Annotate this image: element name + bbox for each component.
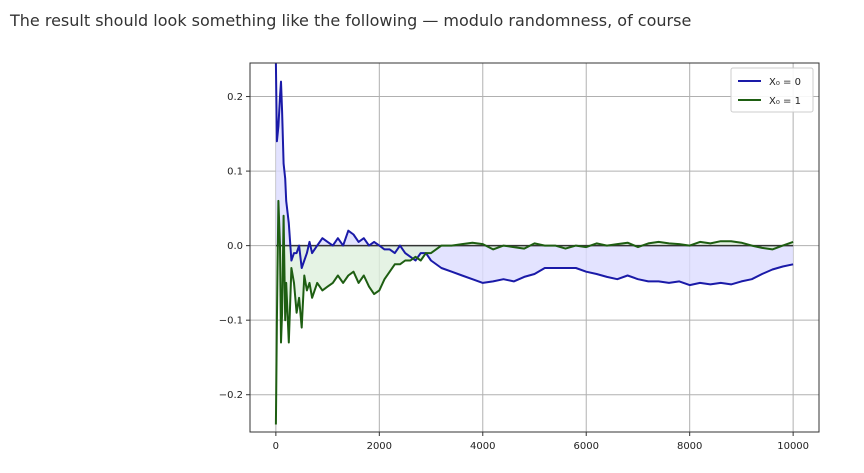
series-line-2 (274, 199, 794, 425)
legend: X₀ = 0 X₀ = 1 (730, 67, 814, 113)
fill-areas (275, 63, 794, 425)
y-tick-label: 0.0 (227, 241, 243, 252)
series-lines (274, 62, 794, 425)
legend-label-1: X₀ = 0 (769, 77, 801, 88)
x-tick-label: 8000 (677, 441, 702, 452)
legend-label-2: X₀ = 1 (769, 96, 801, 107)
y-tick-label: 0.1 (227, 167, 243, 178)
y-tick-label: −0.2 (219, 390, 243, 401)
x-tick-label: 0 (273, 441, 279, 452)
x-tick-label: 2000 (367, 441, 392, 452)
series-line-1 (274, 62, 794, 287)
tick-marks: 0 2000 4000 6000 8000 10000 −0.2 −0.1 0.0 0.1 0.2 (219, 92, 809, 452)
x-tick-label: 6000 (574, 441, 599, 452)
series-fill-2 (275, 200, 794, 425)
y-tick-label: −0.1 (219, 316, 243, 327)
x-tick-label: 10000 (777, 441, 809, 452)
y-tick-label: 0.2 (227, 92, 243, 103)
series-fill-1 (275, 63, 794, 286)
caption: The result should look something like th… (10, 11, 692, 30)
x-tick-label: 4000 (470, 441, 495, 452)
plot-frame (249, 62, 820, 433)
